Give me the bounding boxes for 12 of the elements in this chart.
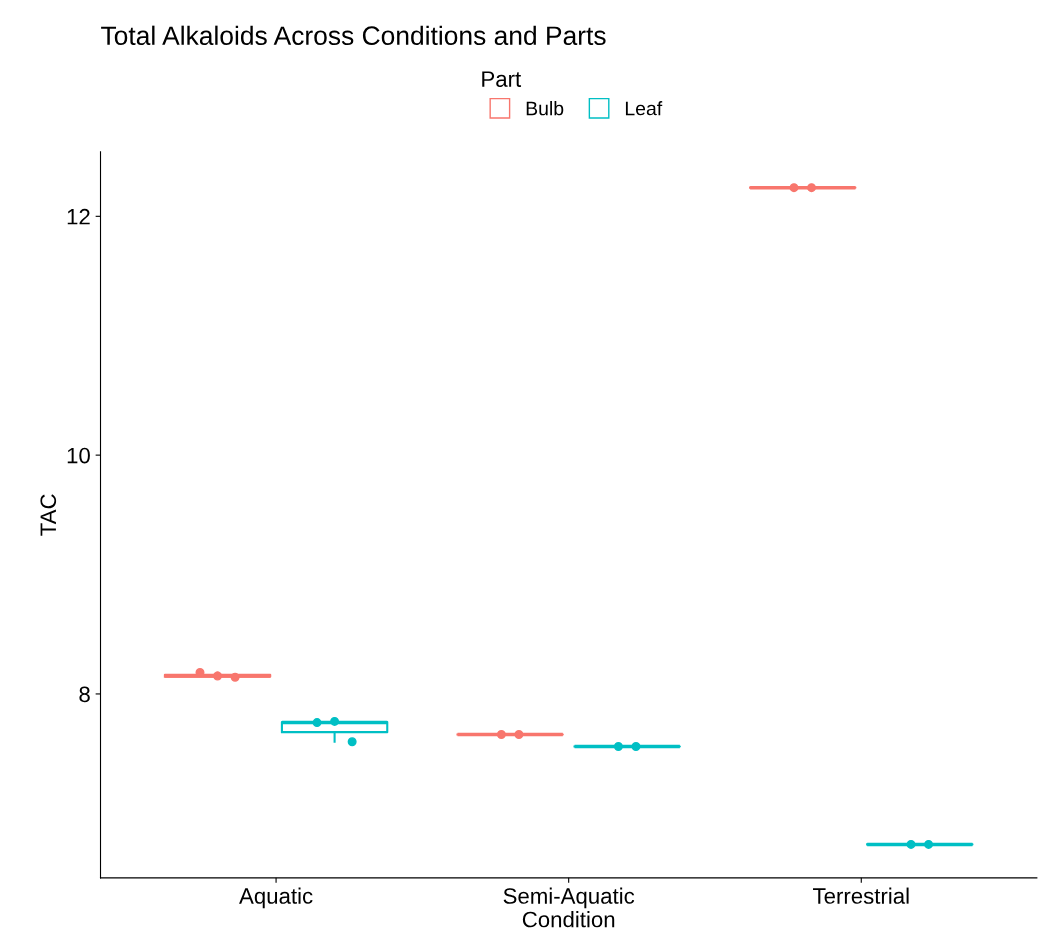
x-tick-label: Terrestrial (813, 887, 909, 904)
x-tick-label: Semi-Aquatic (503, 887, 635, 909)
chart-title: Total Alkaloids Across Conditions and Parts (101, 25, 606, 46)
legend-label: Leaf (625, 101, 663, 116)
x-tick-label: Aquatic (239, 887, 313, 909)
y-tick-label: 12 (67, 208, 90, 225)
y-tick-label: 10 (67, 447, 90, 464)
y-axis-title: TAC (40, 494, 57, 536)
y-tick-label: 8 (79, 686, 90, 703)
legend-title: Part (482, 71, 522, 87)
legend-label: Bulb (526, 101, 564, 116)
x-axis-title: Condition (522, 911, 615, 928)
